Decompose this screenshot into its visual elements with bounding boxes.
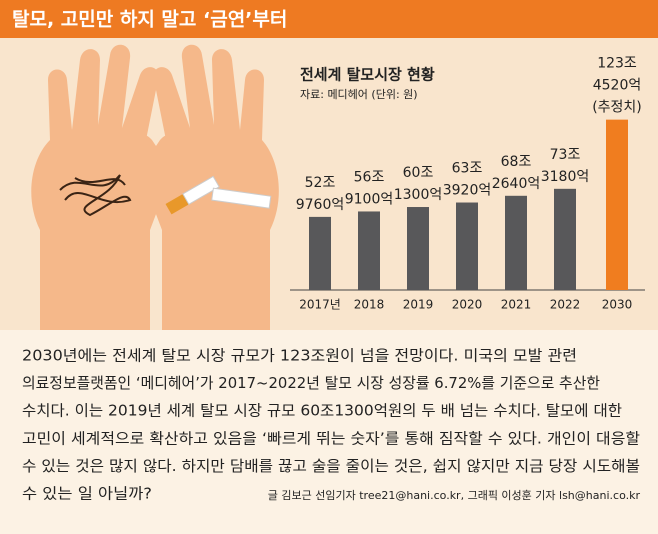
cigarette-left	[165, 175, 220, 215]
value-label: 1300억	[394, 187, 443, 203]
chart-subtitle: 자료: 메디헤어 (단위: 원)	[300, 88, 418, 101]
value-label: 9100억	[345, 191, 394, 207]
body-line: 수치다. 이는 2019년 세계 탈모 시장 규모 60조1300억원의 두 배…	[22, 402, 622, 420]
value-label: 63조	[452, 161, 483, 177]
x-tick-label: 2019	[403, 298, 434, 312]
x-tick-label: 2021	[501, 298, 532, 312]
x-tick-label: 2017년	[299, 298, 341, 312]
value-label: 68조	[501, 154, 532, 170]
bar	[358, 211, 380, 290]
bar	[554, 188, 576, 290]
hair	[59, 174, 132, 217]
value-label: 73조	[550, 147, 581, 163]
body-line: 2030년에는 전세계 탈모 시장 규모가 123조원이 넘을 전망이다. 미국…	[22, 347, 577, 365]
credit: 글 김보근 선임기자 tree21@hani.co.kr, 그래픽 이성훈 기자…	[268, 489, 641, 502]
value-label: 4520억	[593, 78, 642, 94]
value-label: 3180억	[541, 169, 590, 185]
x-tick-label: 2018	[354, 298, 385, 312]
header-bar	[0, 0, 658, 38]
value-label: 56조	[354, 169, 385, 185]
value-label: 60조	[403, 165, 434, 181]
x-tick-label: 2022	[550, 298, 581, 312]
value-label: 3920억	[443, 183, 492, 199]
left-hand	[31, 44, 182, 330]
body-line: 고민이 세계적으로 확산하고 있음을 ‘빠르게 뛰는 숫자’를 통해 짐작할 수…	[22, 429, 640, 447]
chart-title: 전세계 탈모시장 현황	[300, 66, 435, 84]
bar	[505, 195, 527, 290]
hands-illustration	[31, 44, 279, 330]
value-label: 52조	[305, 175, 336, 191]
body-text: 2030년에는 전세계 탈모 시장 규모가 123조원이 넘을 전망이다. 미국…	[22, 347, 640, 503]
bar	[456, 202, 478, 290]
value-label: 123조	[597, 56, 637, 72]
x-tick-label: 2030	[602, 298, 633, 312]
body-line: 수 있는 것은 많지 않다. 하지만 담배를 끊고 술을 줄이는 것은, 쉽지 …	[22, 457, 640, 475]
body-line: 수 있는 일 아닐까?	[22, 485, 152, 503]
bar	[309, 216, 331, 290]
bar	[606, 119, 628, 291]
value-label: 2640억	[492, 176, 541, 192]
cigarette-right	[211, 187, 272, 209]
header-title: 탈모, 고민만 하지 말고 ‘금연’부터	[12, 9, 287, 31]
x-tick-label: 2020	[452, 298, 483, 312]
body-line: 의료정보플랫폼인 ‘메디헤어’가 2017~2022년 탈모 시장 성장률 6.…	[22, 374, 600, 392]
annotation: (추정치)	[592, 100, 642, 116]
value-label: 9760억	[296, 197, 345, 213]
bar	[407, 207, 429, 290]
